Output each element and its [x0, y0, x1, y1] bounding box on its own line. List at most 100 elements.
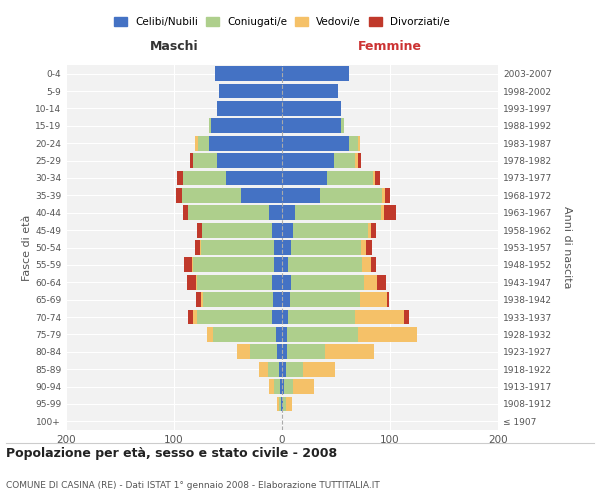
- Bar: [190, 153, 193, 168]
- Bar: [293, 379, 314, 394]
- Bar: [286, 396, 292, 411]
- Bar: [282, 84, 338, 98]
- Bar: [275, 327, 282, 342]
- Bar: [197, 310, 272, 324]
- Bar: [259, 362, 268, 376]
- Bar: [274, 258, 282, 272]
- Bar: [349, 136, 358, 150]
- Bar: [290, 240, 361, 255]
- Bar: [282, 153, 334, 168]
- Bar: [282, 275, 290, 289]
- Bar: [200, 240, 201, 255]
- Bar: [213, 327, 275, 342]
- Bar: [274, 240, 282, 255]
- Y-axis label: Anni di nascita: Anni di nascita: [562, 206, 572, 289]
- Bar: [282, 362, 286, 376]
- Bar: [290, 275, 364, 289]
- Bar: [302, 362, 335, 376]
- Bar: [377, 275, 386, 289]
- Bar: [184, 258, 193, 272]
- Bar: [193, 258, 274, 272]
- Bar: [209, 136, 282, 150]
- Bar: [279, 396, 281, 411]
- Bar: [282, 292, 290, 307]
- Bar: [287, 327, 358, 342]
- Bar: [284, 379, 293, 394]
- Bar: [196, 292, 201, 307]
- Bar: [320, 188, 382, 202]
- Bar: [241, 188, 282, 202]
- Text: Femmine: Femmine: [358, 40, 422, 53]
- Bar: [197, 222, 202, 238]
- Bar: [272, 222, 282, 238]
- Bar: [361, 240, 366, 255]
- Bar: [182, 206, 188, 220]
- Bar: [282, 310, 289, 324]
- Bar: [366, 240, 371, 255]
- Bar: [289, 258, 362, 272]
- Bar: [358, 136, 360, 150]
- Bar: [194, 136, 198, 150]
- Bar: [187, 275, 196, 289]
- Bar: [281, 396, 282, 411]
- Bar: [208, 327, 213, 342]
- Bar: [286, 362, 302, 376]
- Bar: [282, 170, 328, 186]
- Bar: [269, 379, 274, 394]
- Bar: [290, 292, 360, 307]
- Legend: Celibi/Nubili, Coniugati/e, Vedovi/e, Divorziati/e: Celibi/Nubili, Coniugati/e, Vedovi/e, Di…: [114, 17, 450, 27]
- Bar: [211, 118, 282, 133]
- Bar: [277, 344, 282, 359]
- Bar: [282, 222, 293, 238]
- Bar: [196, 275, 197, 289]
- Bar: [375, 170, 380, 186]
- Bar: [274, 379, 280, 394]
- Bar: [358, 153, 361, 168]
- Bar: [217, 153, 282, 168]
- Bar: [282, 379, 284, 394]
- Bar: [289, 310, 355, 324]
- Bar: [182, 170, 226, 186]
- Bar: [282, 258, 289, 272]
- Bar: [188, 310, 193, 324]
- Bar: [325, 344, 374, 359]
- Bar: [364, 275, 377, 289]
- Bar: [177, 170, 182, 186]
- Bar: [277, 396, 279, 411]
- Bar: [328, 170, 373, 186]
- Bar: [188, 206, 269, 220]
- Bar: [404, 310, 409, 324]
- Bar: [385, 188, 390, 202]
- Bar: [387, 292, 389, 307]
- Bar: [282, 206, 295, 220]
- Bar: [282, 188, 320, 202]
- Bar: [282, 327, 287, 342]
- Bar: [282, 101, 341, 116]
- Bar: [280, 379, 282, 394]
- Bar: [176, 188, 182, 202]
- Bar: [250, 344, 277, 359]
- Bar: [215, 66, 282, 81]
- Bar: [295, 206, 382, 220]
- Bar: [272, 310, 282, 324]
- Bar: [279, 362, 282, 376]
- Bar: [355, 153, 358, 168]
- Bar: [287, 344, 325, 359]
- Bar: [282, 396, 283, 411]
- Text: Popolazione per età, sesso e stato civile - 2008: Popolazione per età, sesso e stato civil…: [6, 448, 337, 460]
- Text: Maschi: Maschi: [149, 40, 199, 53]
- Bar: [282, 118, 341, 133]
- Bar: [209, 118, 211, 133]
- Bar: [217, 101, 282, 116]
- Bar: [282, 344, 287, 359]
- Bar: [197, 275, 272, 289]
- Bar: [334, 153, 355, 168]
- Bar: [368, 222, 371, 238]
- Bar: [371, 222, 376, 238]
- Bar: [362, 258, 371, 272]
- Bar: [226, 170, 282, 186]
- Bar: [194, 240, 200, 255]
- Bar: [358, 327, 417, 342]
- Bar: [202, 222, 272, 238]
- Text: COMUNE DI CASINA (RE) - Dati ISTAT 1° gennaio 2008 - Elaborazione TUTTITALIA.IT: COMUNE DI CASINA (RE) - Dati ISTAT 1° ge…: [6, 480, 380, 490]
